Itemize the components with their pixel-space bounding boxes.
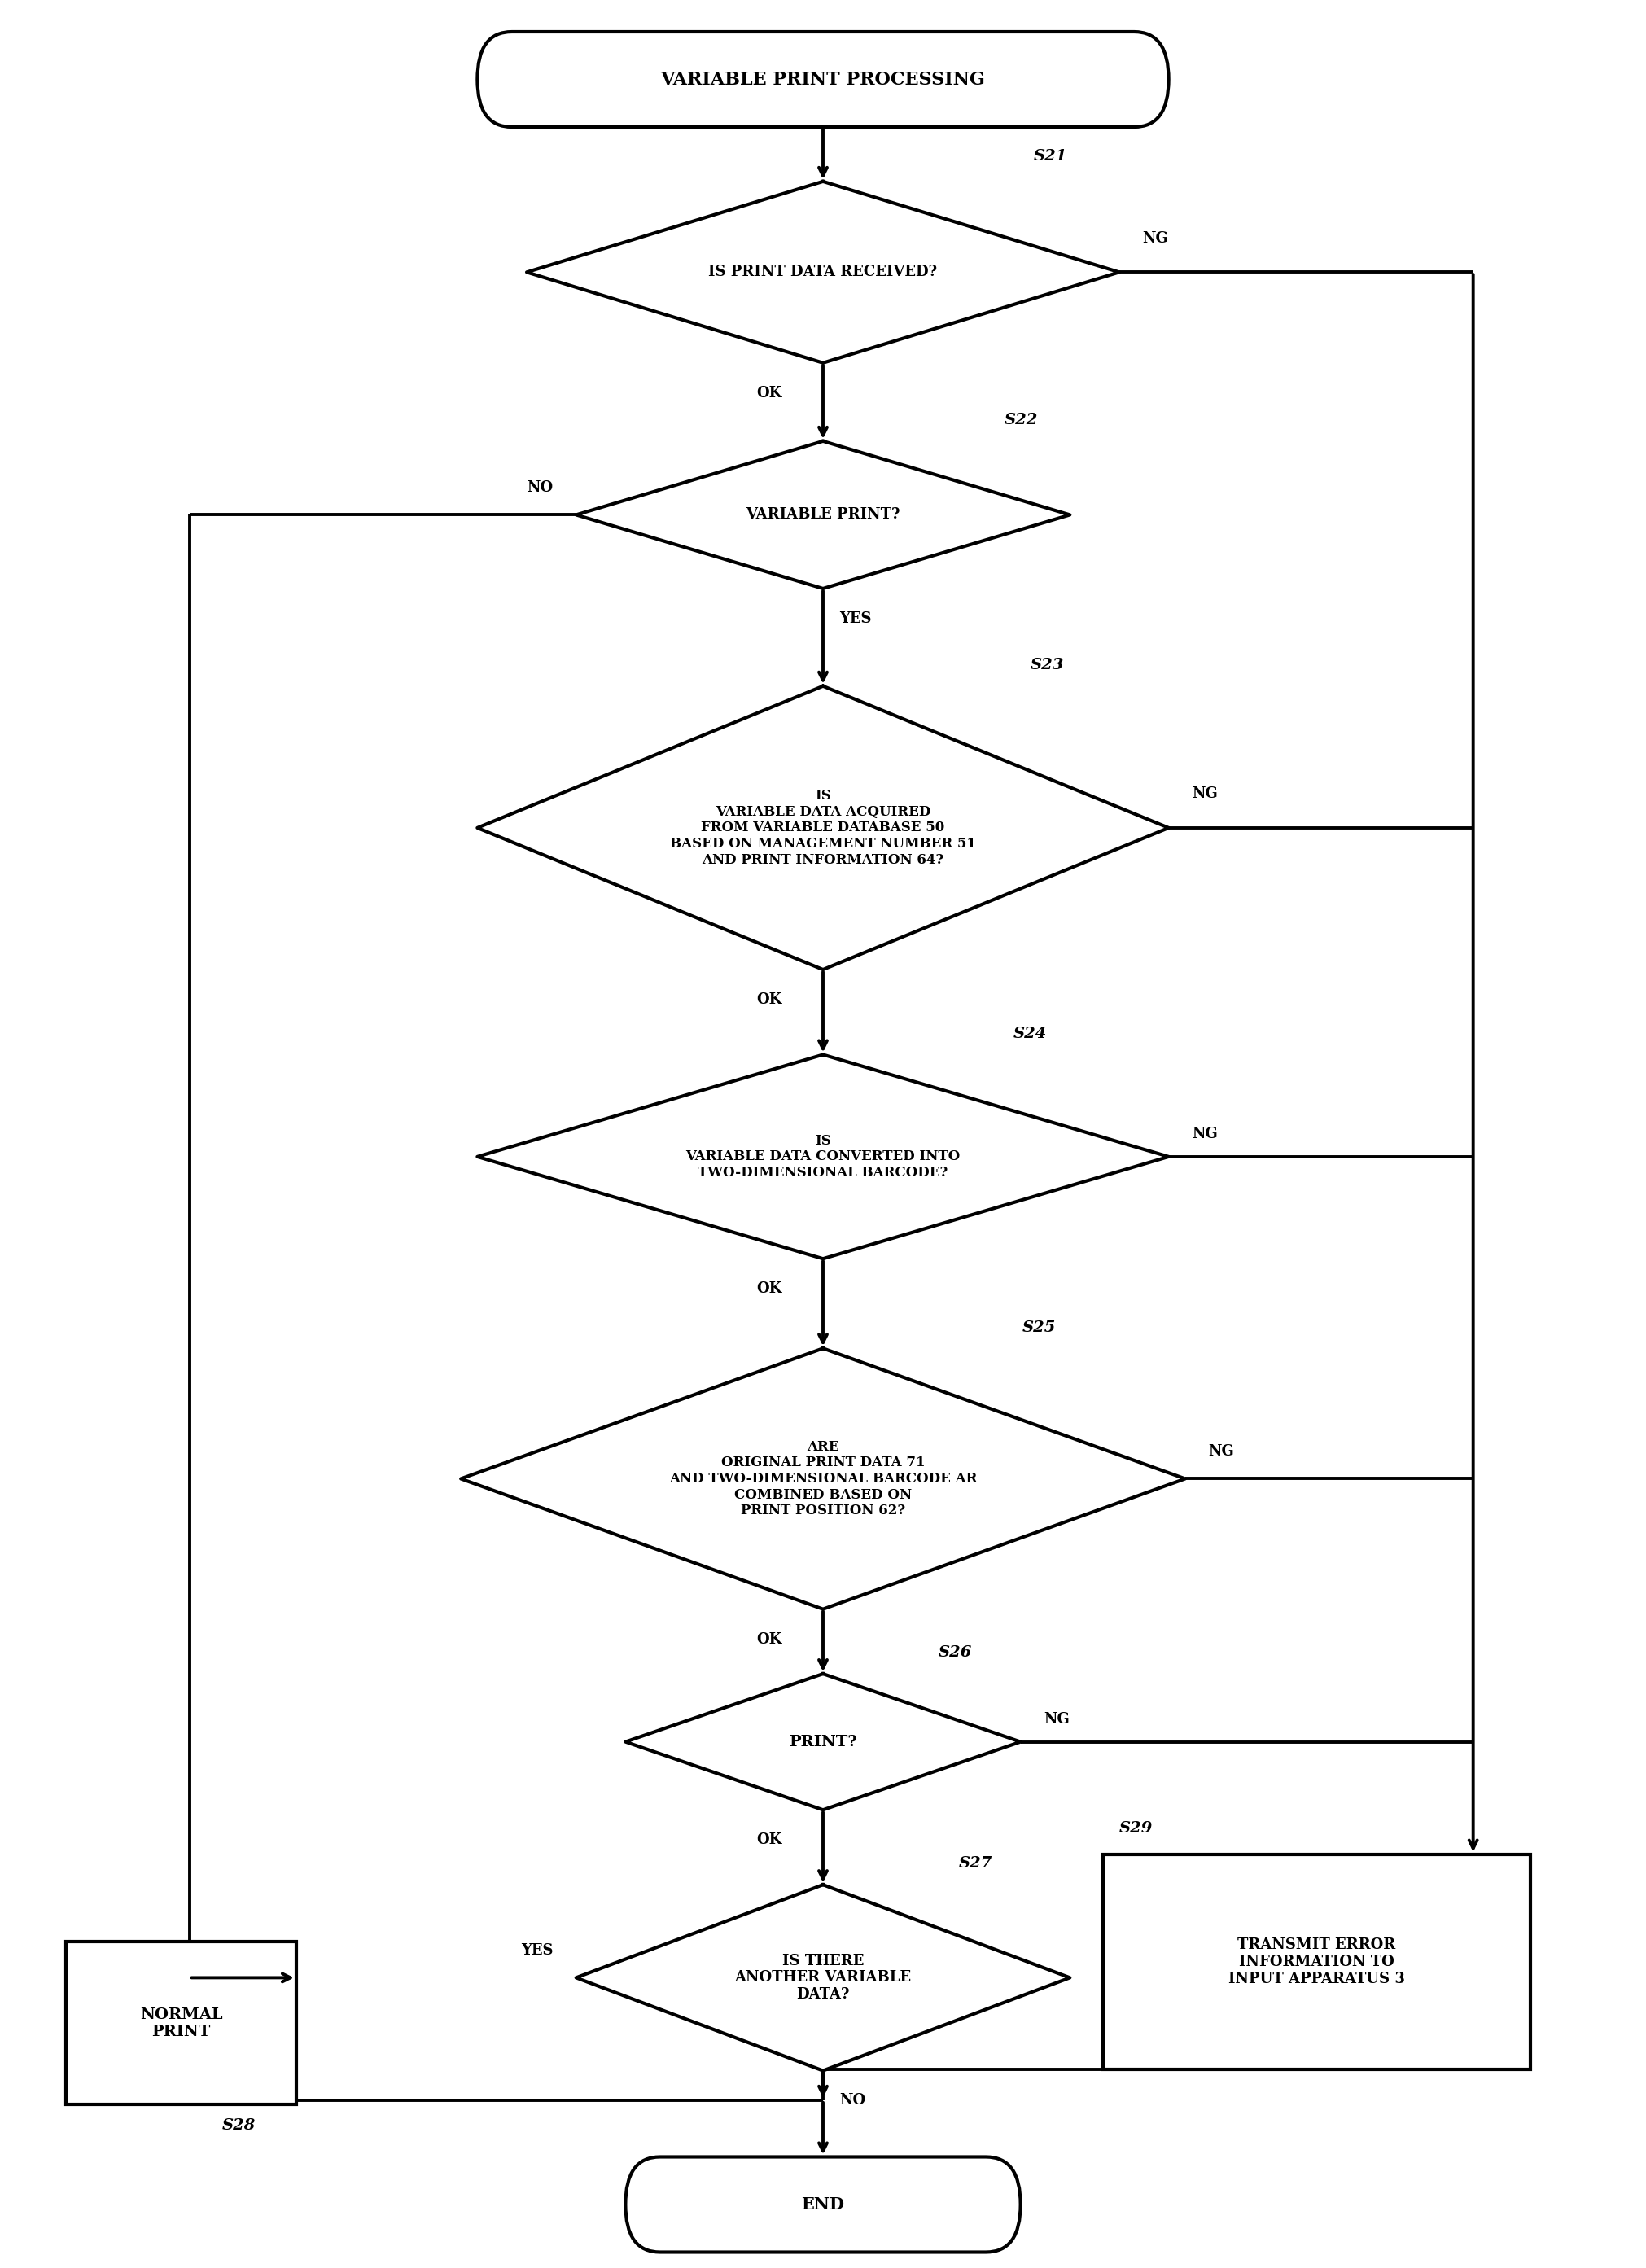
- Polygon shape: [576, 1885, 1070, 2071]
- Text: S24: S24: [1014, 1027, 1047, 1041]
- Text: ARE
ORIGINAL PRINT DATA 71
AND TWO-DIMENSIONAL BARCODE AR
COMBINED BASED ON
PRIN: ARE ORIGINAL PRINT DATA 71 AND TWO-DIMEN…: [668, 1440, 978, 1517]
- Text: OK: OK: [757, 993, 782, 1007]
- Text: TRANSMIT ERROR
INFORMATION TO
INPUT APPARATUS 3: TRANSMIT ERROR INFORMATION TO INPUT APPA…: [1228, 1937, 1406, 1987]
- FancyBboxPatch shape: [477, 32, 1169, 127]
- Text: IS
VARIABLE DATA CONVERTED INTO
TWO-DIMENSIONAL BARCODE?: IS VARIABLE DATA CONVERTED INTO TWO-DIME…: [686, 1134, 960, 1179]
- Text: NG: NG: [1142, 231, 1169, 245]
- Text: S25: S25: [1022, 1320, 1055, 1334]
- Text: NO: NO: [527, 481, 553, 494]
- Text: S23: S23: [1030, 658, 1063, 671]
- Text: S21: S21: [1034, 150, 1067, 163]
- Polygon shape: [527, 181, 1119, 363]
- Text: YES: YES: [839, 610, 872, 626]
- Text: IS
VARIABLE DATA ACQUIRED
FROM VARIABLE DATABASE 50
BASED ON MANAGEMENT NUMBER 5: IS VARIABLE DATA ACQUIRED FROM VARIABLE …: [670, 789, 976, 866]
- Text: S29: S29: [1119, 1821, 1152, 1837]
- Polygon shape: [461, 1347, 1185, 1610]
- Text: NG: NG: [1044, 1712, 1070, 1726]
- Text: S22: S22: [1004, 413, 1037, 426]
- Polygon shape: [477, 1055, 1169, 1259]
- FancyBboxPatch shape: [625, 2157, 1021, 2252]
- Text: YES: YES: [520, 1944, 553, 1957]
- Text: VARIABLE PRINT?: VARIABLE PRINT?: [746, 508, 900, 522]
- Text: IS PRINT DATA RECEIVED?: IS PRINT DATA RECEIVED?: [709, 265, 937, 279]
- Text: NG: NG: [1192, 1127, 1218, 1141]
- Text: NORMAL
PRINT: NORMAL PRINT: [140, 2007, 222, 2039]
- Text: NO: NO: [839, 2093, 866, 2107]
- Text: S27: S27: [958, 1857, 993, 1871]
- Text: NG: NG: [1192, 787, 1218, 801]
- Polygon shape: [625, 1674, 1021, 1810]
- Text: IS THERE
ANOTHER VARIABLE
DATA?: IS THERE ANOTHER VARIABLE DATA?: [734, 1953, 912, 2003]
- Text: END: END: [802, 2195, 844, 2214]
- Polygon shape: [477, 685, 1169, 968]
- Text: OK: OK: [757, 1633, 782, 1647]
- Text: S26: S26: [938, 1647, 971, 1660]
- Text: PRINT?: PRINT?: [788, 1735, 858, 1749]
- Text: OK: OK: [757, 386, 782, 399]
- Polygon shape: [576, 440, 1070, 587]
- Text: NG: NG: [1208, 1445, 1234, 1458]
- Bar: [66, 1941, 296, 2105]
- Text: S28: S28: [222, 2118, 255, 2132]
- Text: VARIABLE PRINT PROCESSING: VARIABLE PRINT PROCESSING: [660, 70, 986, 88]
- Bar: [1103, 1855, 1531, 2068]
- Text: OK: OK: [757, 1833, 782, 1846]
- Text: OK: OK: [757, 1281, 782, 1295]
